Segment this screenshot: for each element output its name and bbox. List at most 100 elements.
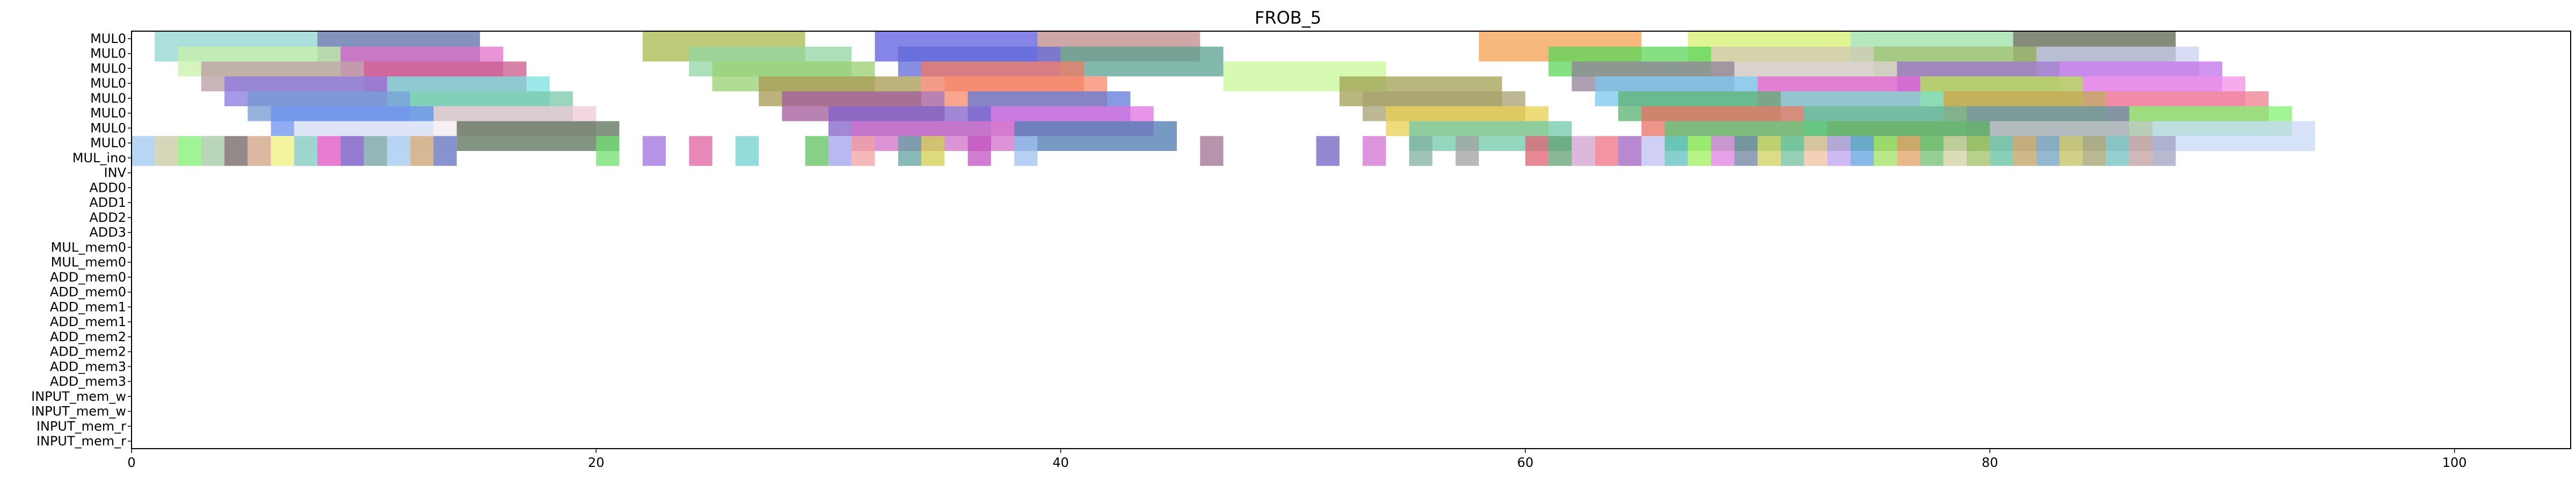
task-bar	[363, 136, 387, 166]
row-label: ADD_mem2	[50, 344, 126, 359]
row-label: ADD2	[89, 210, 126, 225]
x-tick-label: 20	[588, 455, 605, 470]
task-bar	[596, 136, 620, 166]
row-label: ADD_mem0	[50, 285, 126, 300]
task-bar	[1618, 136, 1642, 166]
task-bar	[642, 136, 666, 166]
row-label: INPUT_mem_r	[37, 434, 126, 449]
task-bar	[1827, 136, 1851, 166]
task-bar	[1595, 136, 1619, 166]
task-bar	[2060, 136, 2083, 166]
task-bar	[1990, 136, 2013, 166]
row-label: ADD_mem0	[50, 270, 126, 285]
row-label: MUL0	[90, 135, 126, 150]
task-bar	[1920, 136, 1944, 166]
task-bar	[1780, 136, 1804, 166]
task-bar	[805, 136, 828, 166]
task-bar	[1943, 136, 1967, 166]
task-bar	[224, 136, 248, 166]
row-label: ADD_mem2	[50, 329, 126, 344]
task-bar	[898, 136, 922, 166]
row-label: ADD0	[89, 180, 126, 195]
task-bar	[1711, 136, 1735, 166]
task-bar	[1734, 136, 1758, 166]
task-bar	[201, 136, 225, 166]
task-bar	[1804, 136, 1828, 166]
task-bar	[1200, 136, 1224, 166]
task-bar	[1014, 136, 1038, 166]
task-bar	[1967, 136, 1990, 166]
row-label: ADD_mem3	[50, 359, 126, 374]
task-bar	[1014, 121, 1177, 151]
task-bar	[248, 136, 271, 166]
task-bar	[1363, 136, 1386, 166]
row-label: MUL_mem0	[51, 255, 126, 270]
task-bar	[2129, 136, 2153, 166]
task-bar	[852, 136, 875, 166]
row-labels: MUL0MUL0MUL0MUL0MUL0MUL0MUL0MUL0MUL_inoI…	[31, 31, 132, 449]
task-bar	[271, 136, 294, 166]
task-bar	[340, 136, 364, 166]
task-bar	[2152, 121, 2316, 151]
task-bar	[967, 136, 991, 166]
row-label: ADD_mem3	[50, 374, 126, 389]
task-bar	[387, 136, 411, 166]
row-label: INPUT_mem_w	[31, 389, 126, 404]
task-bar	[1060, 46, 1224, 77]
task-bar	[1757, 136, 1781, 166]
task-bar	[178, 136, 201, 166]
task-bar	[1850, 136, 1874, 166]
x-tick-label: 0	[127, 455, 135, 470]
task-bar	[735, 136, 759, 166]
task-bar	[1874, 136, 1897, 166]
task-bar	[1571, 136, 1595, 166]
task-bar	[1641, 136, 1665, 166]
x-axis: 0 20 40 60 80 100	[127, 449, 2467, 470]
row-label: MUL0	[90, 91, 126, 106]
row-label: MUL0	[90, 106, 126, 121]
row-label: MUL0	[90, 31, 126, 46]
row-label: MUL_ino	[72, 150, 126, 165]
task-bar	[1316, 136, 1340, 166]
x-tick-label: 60	[1517, 455, 1534, 470]
task-bar	[1664, 136, 1688, 166]
row-label: ADD1	[89, 195, 126, 210]
row-label: ADD_mem1	[50, 314, 126, 329]
task-bar	[1897, 136, 1920, 166]
task-bar	[921, 136, 945, 166]
chart-title: FROB_5	[1255, 8, 1321, 28]
task-bar	[456, 121, 620, 151]
row-label: MUL0	[90, 76, 126, 91]
row-label: INV	[104, 165, 127, 181]
task-bar	[132, 136, 155, 166]
task-bar	[155, 136, 178, 166]
row-label: ADD3	[89, 225, 126, 240]
task-bar	[2083, 136, 2106, 166]
task-bar	[410, 136, 434, 166]
task-bar	[2013, 136, 2036, 166]
row-label: INPUT_mem_r	[37, 419, 126, 434]
task-bar	[1525, 136, 1549, 166]
row-label: MUL0	[90, 61, 126, 76]
task-bar	[433, 136, 457, 166]
task-bar	[1409, 136, 1432, 166]
task-bar	[689, 136, 712, 166]
task-bar	[1687, 136, 1712, 166]
task-bar	[2152, 136, 2176, 166]
task-bar	[1548, 136, 1572, 166]
x-tick-label: 80	[1982, 455, 1998, 470]
task-bar	[2106, 136, 2129, 166]
task-bar	[828, 136, 852, 166]
x-tick-label: 100	[2442, 455, 2467, 470]
task-bar	[294, 136, 318, 166]
task-bars	[132, 32, 2316, 166]
row-label: ADD_mem1	[50, 299, 126, 314]
row-label: MUL_mem0	[51, 240, 126, 255]
task-bar	[2036, 136, 2060, 166]
plot-frame	[131, 31, 2571, 449]
row-label: INPUT_mem_w	[31, 404, 126, 419]
task-bar	[317, 136, 341, 166]
row-label: MUL0	[90, 120, 126, 135]
row-label: MUL0	[90, 46, 126, 61]
